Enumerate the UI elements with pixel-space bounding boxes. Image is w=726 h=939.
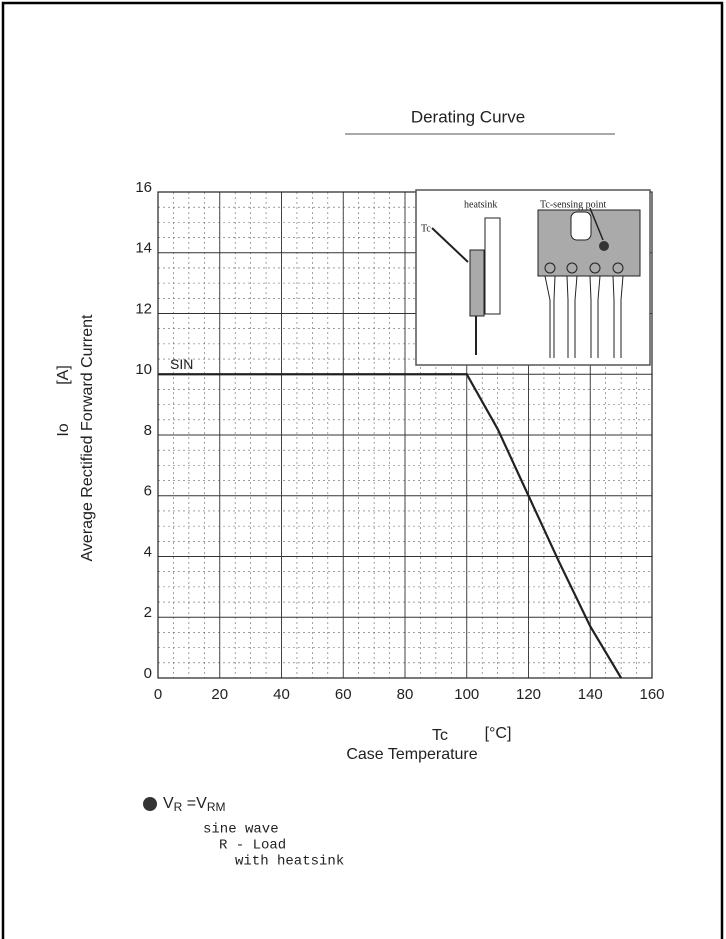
x-tick-label: 20 [211, 686, 228, 703]
plot-frame [157, 191, 653, 679]
pins [544, 262, 624, 358]
y-tick-label: 6 [144, 483, 152, 500]
arrow [431, 227, 469, 263]
y-axis-label: Average Rectified Forward Current [79, 314, 96, 561]
y-tick-label: 16 [135, 179, 152, 196]
sensing-dot [599, 241, 609, 251]
x-tick-label: 0 [154, 686, 162, 703]
x-tick-label: 60 [335, 686, 352, 703]
y-tick-label: 10 [135, 361, 152, 378]
arrow [589, 207, 604, 241]
y-tick-label: 14 [135, 240, 152, 257]
y-axis-symbol: Io [55, 423, 72, 436]
x-axis-label: Case Temperature [346, 746, 477, 763]
y-tick-label: 0 [144, 665, 152, 682]
note: R - Load [219, 838, 286, 854]
y-tick-label: 4 [144, 543, 152, 560]
inset: heatsink Tc Tc-sensing point [415, 189, 651, 366]
series-label: SIN [170, 356, 193, 372]
y-axis-unit: [A] [55, 365, 72, 385]
note: with heatsink [235, 854, 344, 870]
x-tick-label: 120 [516, 686, 541, 703]
x-axis-unit: [°C] [485, 725, 512, 742]
device-side [469, 249, 485, 317]
series-line [158, 373, 623, 679]
chart-title: Derating Curve [411, 107, 525, 126]
condition-bullet [143, 797, 157, 811]
x-tick-label: 100 [454, 686, 479, 703]
inset-label: heatsink [464, 199, 497, 210]
condition: VR =VRM [163, 795, 225, 814]
heatsink-shape [484, 217, 501, 315]
hole [570, 211, 592, 241]
x-axis-symbol: Tc [432, 727, 448, 744]
x-tick-label: 160 [639, 686, 664, 703]
x-tick-label: 80 [397, 686, 414, 703]
note: sine wave [203, 822, 279, 838]
y-tick-label: 8 [144, 422, 152, 439]
x-tick-label: 40 [273, 686, 290, 703]
x-tick-label: 140 [578, 686, 603, 703]
inset-label: Tc-sensing point [540, 199, 606, 210]
inset-label: Tc [421, 223, 431, 234]
y-tick-label: 2 [144, 604, 152, 621]
y-tick-label: 12 [135, 300, 152, 317]
